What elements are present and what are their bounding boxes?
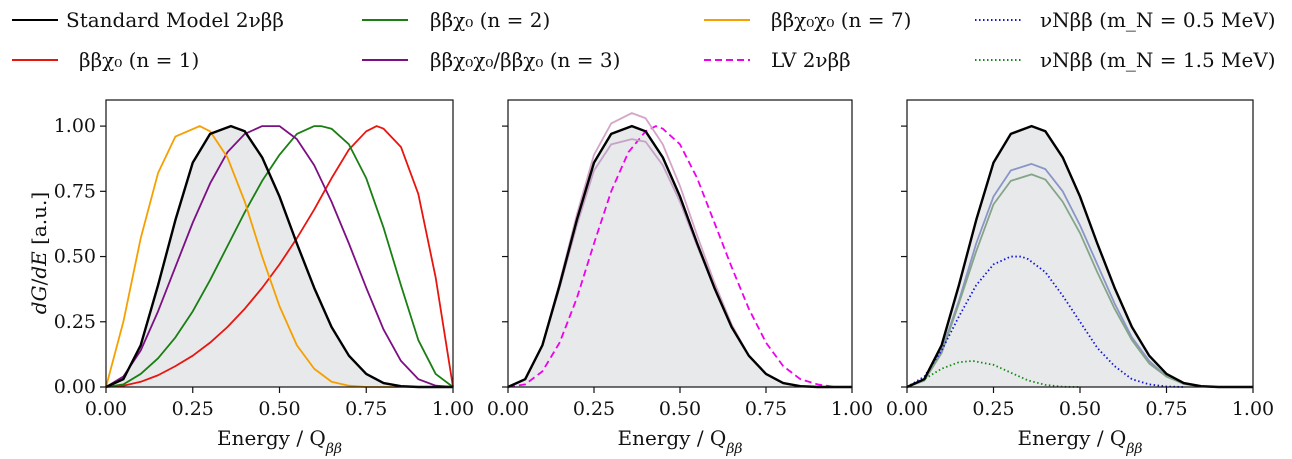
- legend: Standard Model 2νββ ββχ₀ (n = 1) ββχ₀ (n…: [12, 8, 1276, 72]
- x-tick-label: 0.75: [745, 398, 787, 420]
- x-tick-label: 0.25: [972, 398, 1014, 420]
- legend-label-n1: ββχ₀ (n = 1): [79, 48, 199, 72]
- legend-entry-n2: ββχ₀ (n = 2): [362, 8, 550, 32]
- panel-left: 0.00 0.25 0.50 0.75 1.00 0.00 0.25 0.50 0.75 1.00…: [54, 100, 474, 457]
- x-axis-label: Energy / Qββ: [217, 426, 342, 457]
- x-tick-label: 0.75: [1145, 398, 1187, 420]
- legend-entry-nu15: νNββ (m_N = 1.5 MeV): [975, 48, 1276, 72]
- legend-entry-n7: ββχ₀χ₀ (n = 7): [704, 8, 911, 32]
- x-tick-label: 0.50: [1059, 398, 1101, 420]
- legend-label-nu15: νNββ (m_N = 1.5 MeV): [1040, 48, 1276, 72]
- legend-entry-lv: LV 2νββ: [704, 48, 851, 72]
- x-tick-label: 1.00: [1232, 398, 1274, 420]
- x-tick-label: 1.00: [432, 398, 474, 420]
- y-tick-label: 1.00: [54, 115, 96, 137]
- legend-entry-n3: ββχ₀χ₀/ββχ₀ (n = 3): [362, 48, 620, 72]
- x-tick-label: 0.25: [172, 398, 214, 420]
- legend-entry-n1: ββχ₀ (n = 1): [12, 48, 199, 72]
- legend-label-n3: ββχ₀χ₀/ββχ₀ (n = 3): [430, 48, 620, 72]
- legend-label-sm: Standard Model 2νββ: [66, 8, 284, 32]
- x-tick-label: 0.00: [85, 398, 127, 420]
- x-tick-label: 0.00: [886, 398, 928, 420]
- y-axis-label: dG/dE [a.u.]: [27, 192, 51, 314]
- x-axis-label: Energy / Qββ: [1017, 426, 1142, 457]
- panel-middle: 0.00 0.25 0.50 0.75 1.00 Energy / Qββ: [487, 100, 873, 457]
- x-tick-label: 0.00: [487, 398, 529, 420]
- legend-label-lv: LV 2νββ: [771, 48, 851, 72]
- legend-label-n2: ββχ₀ (n = 2): [430, 8, 550, 32]
- x-tick-label: 0.75: [345, 398, 387, 420]
- legend-label-nu05: νNββ (m_N = 0.5 MeV): [1040, 8, 1276, 32]
- x-axis-label: Energy / Qββ: [617, 426, 742, 457]
- legend-entry-sm: Standard Model 2νββ: [12, 8, 284, 32]
- x-tick-label: 1.00: [831, 398, 873, 420]
- x-tick-label: 0.50: [258, 398, 300, 420]
- y-tick-label: 0.50: [54, 246, 96, 268]
- panel-right: 0.00 0.25 0.50 0.75 1.00 Energy / Qββ: [886, 100, 1274, 457]
- y-tick-label: 0.25: [54, 311, 96, 333]
- legend-entry-nu05: νNββ (m_N = 0.5 MeV): [975, 8, 1276, 32]
- y-tick-label: 0.00: [54, 376, 96, 398]
- x-tick-label: 0.50: [659, 398, 701, 420]
- legend-label-n7: ββχ₀χ₀ (n = 7): [771, 8, 911, 32]
- y-tick-label: 0.75: [54, 180, 96, 202]
- x-tick-label: 0.25: [573, 398, 615, 420]
